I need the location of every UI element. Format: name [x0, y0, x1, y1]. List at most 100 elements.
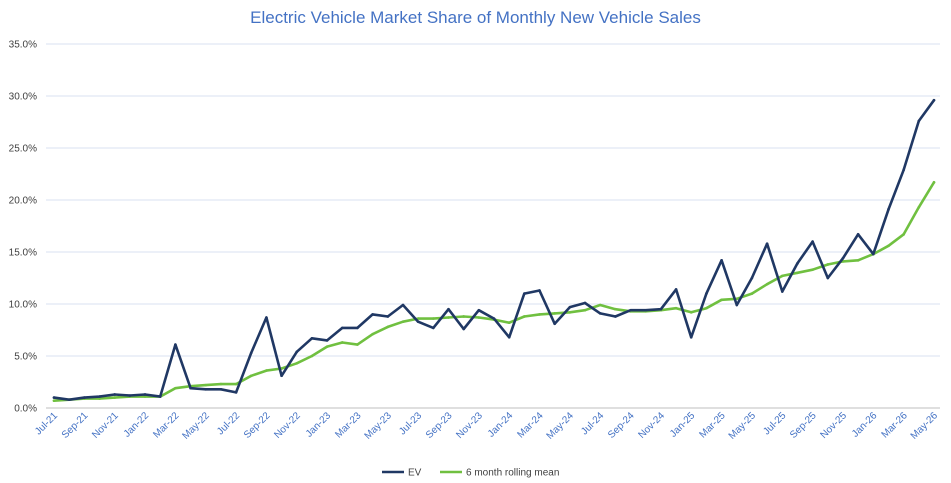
- gridlines: [46, 43, 940, 409]
- ev-point: [932, 98, 936, 102]
- x-tick-label: Jan-24: [486, 410, 516, 440]
- legend-label: EV: [408, 468, 422, 479]
- x-tick-label: May-26: [909, 410, 941, 442]
- rolling-mean-point: [932, 181, 936, 184]
- x-tick-label: May-22: [180, 410, 212, 442]
- x-tick-label: Sep-22: [242, 410, 273, 441]
- ev-point: [872, 252, 875, 256]
- rolling-mean-point: [689, 311, 693, 314]
- rolling-mean-point: [462, 315, 465, 318]
- ev-point: [523, 292, 526, 295]
- ev-point: [113, 393, 116, 396]
- ev-point: [780, 290, 784, 293]
- rolling-mean-point: [856, 259, 860, 262]
- ev-point: [811, 240, 814, 243]
- ev-point: [310, 337, 314, 340]
- ev-point: [98, 395, 101, 398]
- rolling-mean-point: [598, 303, 602, 307]
- ev-point: [401, 303, 405, 307]
- y-tick-label: 20.0%: [9, 196, 37, 207]
- x-tick-label: May-24: [545, 410, 577, 442]
- y-tick-label: 35.0%: [9, 40, 37, 51]
- x-tick-label: Jan-22: [122, 410, 152, 440]
- ev-point: [735, 303, 739, 307]
- x-tick-label: Nov-25: [819, 410, 850, 441]
- ev-point: [614, 315, 617, 318]
- ev-point: [598, 312, 602, 315]
- rolling-mean-point: [765, 282, 769, 286]
- x-tick-label: Nov-22: [272, 410, 303, 441]
- ev-point: [887, 208, 890, 211]
- rolling-mean-point: [310, 354, 314, 358]
- ev-point: [174, 343, 177, 346]
- ev-point: [917, 119, 921, 123]
- rolling-mean-point: [583, 308, 587, 312]
- rolling-mean-point: [265, 369, 268, 372]
- rolling-mean-point: [447, 316, 450, 319]
- x-tick-label: Jan-25: [668, 410, 698, 440]
- x-tick-label: Nov-23: [454, 410, 485, 441]
- rolling-mean-point: [826, 263, 830, 266]
- rolling-mean-point: [386, 325, 390, 329]
- ev-point: [249, 351, 253, 355]
- rolling-mean-point: [811, 268, 814, 271]
- ev-point: [462, 327, 465, 331]
- x-tick-label: Mar-22: [151, 410, 181, 440]
- ev-point: [280, 374, 283, 378]
- rolling-mean-point: [340, 341, 344, 344]
- ev-point: [902, 168, 905, 172]
- rolling-mean-point: [113, 396, 116, 399]
- ev-point: [386, 315, 390, 318]
- legend-item-rolling-mean: 6 month rolling mean: [440, 468, 559, 479]
- ev-point: [265, 316, 268, 319]
- x-tick-label: Sep-23: [424, 410, 455, 441]
- chart-title: Electric Vehicle Market Share of Monthly…: [250, 8, 701, 27]
- rolling-mean-point: [796, 271, 799, 275]
- rolling-mean-point: [917, 205, 921, 209]
- ev-point: [67, 398, 71, 401]
- ev-point: [52, 396, 56, 399]
- ev-point: [416, 320, 420, 323]
- ev-point: [583, 301, 587, 305]
- rolling-mean-point: [249, 374, 253, 378]
- ev-point: [553, 322, 556, 326]
- rolling-mean-point: [507, 321, 511, 325]
- y-tick-label: 15.0%: [9, 248, 37, 259]
- ev-point: [325, 339, 329, 342]
- ev-point: [629, 308, 632, 312]
- rolling-mean-point: [674, 306, 678, 310]
- rolling-mean-point: [553, 312, 556, 315]
- rolling-mean-point: [98, 397, 101, 400]
- rolling-mean-point: [614, 307, 617, 311]
- x-tick-label: Jul-23: [397, 410, 424, 437]
- rolling-mean-point: [401, 320, 405, 323]
- x-tick-label: Jul-24: [579, 410, 606, 437]
- series-line-rolling-mean: [52, 181, 936, 403]
- ev-point: [492, 317, 496, 320]
- ev-point: [856, 233, 860, 236]
- legend-label: 6 month rolling mean: [466, 468, 559, 479]
- rolling-mean-point: [432, 317, 435, 320]
- rolling-mean-point: [174, 386, 177, 390]
- rolling-mean-point: [720, 298, 723, 302]
- ev-point: [432, 326, 435, 330]
- x-tick-label: Mar-26: [880, 410, 910, 440]
- x-tick-label: Mar-25: [698, 410, 728, 440]
- rolling-mean-point: [523, 315, 526, 318]
- x-tick-label: Jul-21: [33, 410, 60, 437]
- legend-item-ev: EV: [382, 468, 422, 479]
- rolling-mean-point: [219, 382, 223, 386]
- ev-point: [356, 326, 359, 330]
- y-tick-label: 25.0%: [9, 144, 37, 155]
- ev-point: [447, 307, 450, 311]
- ev-point: [750, 276, 754, 280]
- rolling-mean-point: [538, 313, 541, 316]
- x-tick-label: Sep-25: [788, 410, 819, 441]
- ev-point: [158, 395, 162, 398]
- x-tick-label: Jan-23: [304, 410, 334, 440]
- ev-point: [538, 289, 541, 292]
- rolling-mean-point: [477, 316, 481, 319]
- series-lines: [52, 98, 936, 403]
- rolling-mean-point: [371, 332, 374, 336]
